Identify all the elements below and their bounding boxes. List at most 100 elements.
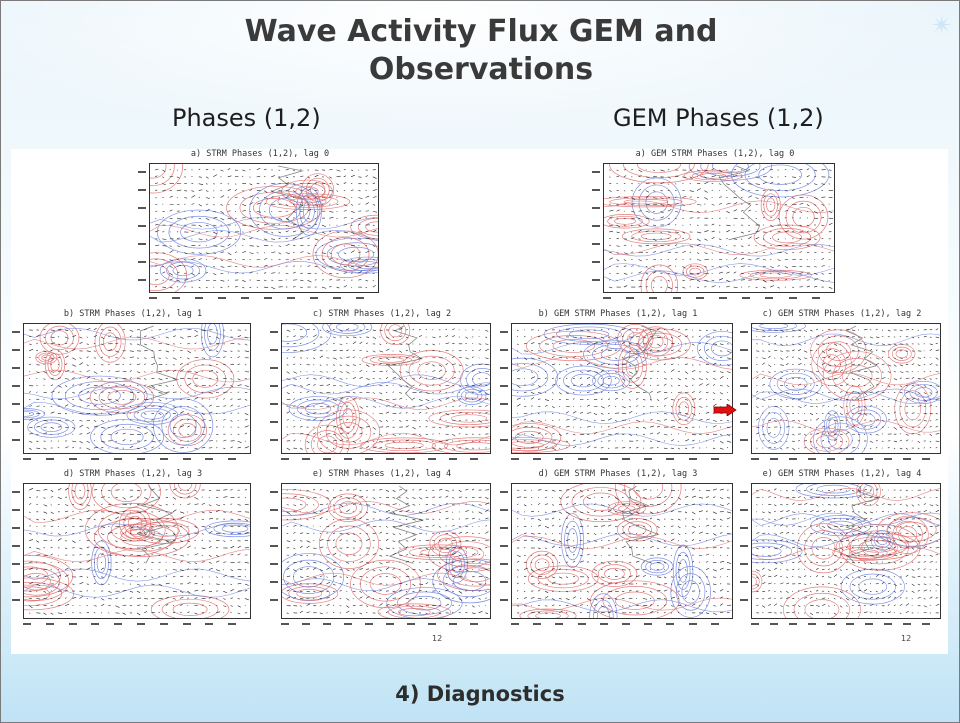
panel-title: c) STRM Phases (1,2), lag 2 (312, 309, 452, 319)
contour-line (899, 390, 927, 428)
contour-line (350, 559, 421, 609)
contour-line (766, 197, 776, 213)
map-plot (23, 483, 251, 619)
contour-line (449, 546, 485, 563)
contour-line (752, 391, 940, 404)
contour-line (914, 387, 933, 398)
contour-line (107, 523, 177, 552)
map-plot (281, 483, 491, 619)
contour-line (752, 570, 763, 593)
contour-line (110, 484, 142, 502)
contour-line (456, 442, 490, 451)
contour-line (877, 512, 940, 547)
contour-line (818, 517, 863, 534)
contour-line (292, 566, 325, 588)
contour-line (417, 361, 446, 380)
contour-line (386, 587, 463, 618)
contour-line (647, 334, 664, 349)
contour-line (347, 258, 378, 272)
flux-vectors (756, 328, 940, 451)
contour-line (785, 200, 822, 234)
contour-line (806, 484, 862, 496)
contour-line (758, 164, 802, 185)
flux-vectors (28, 487, 250, 616)
contour-line (431, 437, 490, 453)
contour-line (622, 521, 652, 539)
contour-line (24, 573, 51, 591)
contour-line (631, 230, 681, 243)
contour-line (399, 350, 464, 392)
coastline (845, 485, 879, 564)
contour-line (444, 439, 490, 453)
slide-title: Wave Activity Flux GEM and Observations (244, 14, 718, 87)
contour-line (359, 566, 412, 602)
contour-line (159, 258, 207, 283)
contour-line (621, 350, 643, 383)
contour-line (672, 392, 696, 426)
contour-line (512, 535, 732, 549)
contour-line (442, 564, 490, 598)
contour-line (296, 399, 340, 418)
contour-line (711, 340, 732, 357)
contour-line (150, 264, 170, 285)
contour-line (24, 509, 250, 523)
contour-line (433, 534, 457, 554)
contour-line (127, 515, 143, 531)
contour-line (838, 523, 921, 571)
contour-line (772, 231, 802, 244)
contour-line (150, 217, 378, 230)
contour-line (568, 329, 610, 340)
contour-line (649, 562, 665, 571)
map-panel-obs-lag0: a) STRM Phases (1,2), lag 0 (137, 149, 383, 303)
coastline (270, 165, 305, 241)
contour-line (93, 518, 190, 557)
contour-line (602, 586, 668, 616)
contour-line (150, 164, 167, 179)
contour-line (752, 545, 782, 557)
contour-line (207, 324, 218, 345)
contour-line (372, 439, 436, 452)
map-plot (751, 483, 941, 619)
contour-line (24, 408, 46, 420)
contour-line (850, 549, 879, 557)
contour-line (35, 350, 58, 365)
contour-line (282, 489, 332, 521)
page-mark: 12 (432, 634, 443, 643)
contour-line (840, 568, 905, 605)
contour-line (310, 182, 326, 198)
panel-title: a) STRM Phases (1,2), lag 0 (190, 149, 330, 159)
contour-line (796, 523, 851, 574)
contour-line (636, 164, 681, 173)
contour-line (759, 324, 788, 330)
coastline (621, 325, 658, 401)
contour-line (818, 335, 859, 367)
contour-line (512, 411, 732, 424)
contour-line (304, 424, 350, 453)
contour-line (282, 497, 307, 512)
contour-line (512, 433, 732, 446)
contour-line (527, 565, 599, 592)
contour-line (50, 330, 69, 346)
contour-line (161, 406, 205, 446)
panel-title: c) GEM STRM Phases (1,2), lag 2 (762, 309, 922, 319)
contour-line (282, 396, 490, 409)
contour-line (640, 232, 672, 241)
contour-line (697, 331, 732, 366)
map-panel-gem-lag4: e) GEM STRM Phases (1,2), lag 4 (739, 469, 945, 629)
contour-line (700, 164, 761, 177)
contour-line (623, 164, 695, 179)
contour-line (339, 402, 357, 433)
contour-line (752, 333, 940, 347)
contour-line (825, 341, 851, 361)
contour-line (388, 324, 402, 338)
contour-line (24, 582, 62, 606)
map-plot (603, 163, 835, 293)
contour-line (752, 539, 803, 564)
contour-line (221, 524, 249, 533)
contour-line (317, 435, 338, 453)
contour-line (38, 352, 55, 363)
contour-line (561, 513, 584, 568)
contour-line (607, 501, 646, 516)
contour-line (472, 372, 490, 387)
contour-line (623, 199, 669, 205)
